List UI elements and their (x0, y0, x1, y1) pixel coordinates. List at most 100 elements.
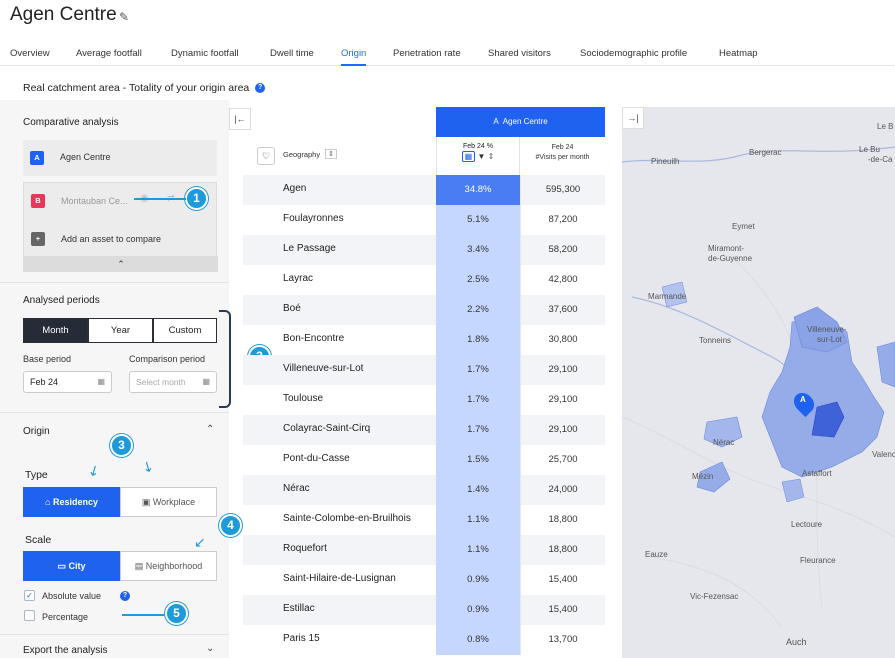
residency-button[interactable]: ⌂ Residency (23, 487, 120, 517)
visits-cell: 25,700 (520, 445, 605, 475)
expand-map-icon[interactable]: →| (622, 107, 644, 129)
map-view-icon[interactable]: ▦ (461, 151, 476, 162)
visits-cell: 595,300 (520, 175, 605, 205)
map-label: Le Bu (859, 145, 880, 154)
annotation-marker-3: 3 (110, 434, 133, 457)
tab-shared-visitors[interactable]: Shared visitors (488, 48, 551, 59)
add-asset-plus-icon[interactable]: + (31, 232, 45, 246)
city-button[interactable]: ▭ City (23, 551, 120, 581)
table-row[interactable]: Villeneuve-sur-Lot 1.7% 29,100 (243, 355, 605, 385)
table-row[interactable]: Saint-Hilaire-de-Lusignan 0.9% 15,400 (243, 565, 605, 595)
period-year-button[interactable]: Year (88, 318, 153, 343)
type-label: Type (25, 469, 48, 481)
geography-cell: Villeneuve-sur-Lot (283, 363, 364, 374)
tab-overview[interactable]: Overview (10, 48, 50, 59)
tab-penetration-rate[interactable]: Penetration rate (393, 48, 461, 59)
table-row[interactable]: Nérac 1.4% 24,000 (243, 475, 605, 505)
table-row[interactable]: Agen 34.8% 595,300 (243, 175, 605, 205)
collapse-chevron-up-icon[interactable]: ⌃ (24, 256, 218, 272)
table-row[interactable]: Foulayronnes 5.1% 87,200 (243, 205, 605, 235)
favorite-heart-icon[interactable]: ♡ (257, 147, 275, 165)
chevron-up-icon[interactable]: ⌃ (206, 424, 215, 435)
comparison-period-label: Comparison period (129, 354, 206, 364)
percentage-cell: 0.9% (436, 565, 520, 595)
periods-title: Analysed periods (23, 295, 100, 306)
table-row[interactable]: Sainte-Colombe-en-Bruilhois 1.1% 18,800 (243, 505, 605, 535)
visits-cell: 13,700 (520, 625, 605, 655)
visits-header-metric: #Visits per month (535, 154, 590, 161)
map-label: Pineuilh (651, 157, 680, 166)
period-month-button[interactable]: Month (23, 318, 88, 343)
table-row[interactable]: Layrac 2.5% 42,800 (243, 265, 605, 295)
tab-origin[interactable]: Origin (341, 48, 367, 66)
visits-cell: 37,600 (520, 295, 605, 325)
tab-dwell-time[interactable]: Dwell time (270, 48, 314, 59)
visits-header-period: Feb 24 (551, 144, 574, 151)
base-period-input[interactable]: Feb 24 ▦ (23, 371, 112, 393)
tab-heatmap[interactable]: Heatmap (719, 48, 758, 59)
table-row[interactable]: Estillac 0.9% 15,400 (243, 595, 605, 625)
table-row[interactable]: Boé 2.2% 37,600 (243, 295, 605, 325)
percentage-cell: 1.4% (436, 475, 520, 505)
add-asset-link[interactable]: Add an asset to compare (61, 234, 162, 244)
comparison-period-placeholder: Select month (136, 377, 186, 387)
help-icon[interactable]: ? (120, 591, 130, 601)
map-label: Eymet (732, 222, 755, 231)
table-row[interactable]: Pont-du-Casse 1.5% 25,700 (243, 445, 605, 475)
origin-title: Origin (23, 426, 50, 437)
visits-cell: 29,100 (520, 385, 605, 415)
period-custom-button[interactable]: Custom (153, 318, 217, 343)
map-label: Marmande (648, 292, 687, 301)
absolute-value-label: Absolute value (42, 591, 102, 601)
chevron-down-icon: ⌄ (206, 643, 215, 654)
pct-column-label: Feb 24 % (463, 143, 493, 150)
annotation-marker-4: 4 (219, 514, 242, 537)
percentage-cell: 5.1% (436, 205, 520, 235)
origin-map[interactable]: →| A Le B Le Bu -de-Ca Bergerac Pineuilh… (622, 107, 895, 658)
pct-header-tools: ▦ ▼ ⇕ (437, 151, 519, 162)
neighborhood-button[interactable]: ▤ Neighborhood (120, 551, 217, 581)
table-row[interactable]: Paris 15 0.8% 13,700 (243, 625, 605, 655)
tab-average-footfall[interactable]: Average footfall (76, 48, 142, 59)
geography-cell: Sainte-Colombe-en-Bruilhois (283, 513, 411, 524)
asset-column-badge: A (493, 117, 499, 126)
map-label: Lectoure (791, 520, 823, 529)
absolute-value-checkbox[interactable]: ✓ (24, 590, 35, 601)
table-row[interactable]: Colayrac-Saint-Cirq 1.7% 29,100 (243, 415, 605, 445)
tab-dynamic-footfall[interactable]: Dynamic footfall (171, 48, 239, 59)
table-row[interactable]: Toulouse 1.7% 29,100 (243, 385, 605, 415)
edit-pencil-icon[interactable]: ✎ (119, 10, 130, 24)
geography-cell: Bon-Encontre (283, 333, 345, 344)
geography-cell: Le Passage (283, 243, 336, 254)
filter-icon[interactable]: ▼ (477, 152, 486, 161)
map-pin-label: A (800, 395, 806, 404)
table-row[interactable]: Le Passage 3.4% 58,200 (243, 235, 605, 265)
geography-cell: Pont-du-Casse (283, 453, 350, 464)
tab-sociodemographic-profile[interactable]: Sociodemographic profile (580, 48, 688, 59)
calendar-icon: ▦ (202, 377, 210, 386)
annotation-arrow-5 (122, 614, 164, 616)
table-row[interactable]: Bon-Encontre 1.8% 30,800 (243, 325, 605, 355)
pct-column-header: Feb 24 % ▦ ▼ ⇕ (436, 137, 520, 175)
percentage-checkbox[interactable] (24, 610, 35, 621)
comparison-period-input[interactable]: Select month ▦ (129, 371, 217, 393)
base-period-label: Base period (23, 354, 72, 364)
collapse-left-panel-icon[interactable]: |← (229, 108, 251, 130)
table-row[interactable]: Roquefort 1.1% 18,800 (243, 535, 605, 565)
export-section[interactable]: Export the analysis ⌄ (0, 634, 229, 658)
help-icon[interactable]: ? (255, 83, 266, 94)
map-canvas (622, 107, 895, 658)
percentage-cell: 1.8% (436, 325, 520, 355)
percentage-cell: 0.8% (436, 625, 520, 655)
sort-icon[interactable]: ⇕ (487, 152, 495, 161)
map-label: Astaffort (802, 469, 832, 478)
geography-header[interactable]: Geography (283, 150, 321, 159)
map-label: Eauze (645, 550, 668, 559)
workplace-button[interactable]: ▣ Workplace (120, 487, 217, 517)
asset-column-header: A Agen Centre (436, 107, 605, 137)
percentage-cell: 34.8% (436, 175, 520, 205)
geography-cell: Toulouse (283, 393, 324, 404)
sort-icon[interactable]: ⇕ (325, 149, 337, 159)
calendar-icon: ▦ (97, 377, 105, 386)
asset-a-row[interactable]: A Agen Centre (23, 140, 217, 176)
